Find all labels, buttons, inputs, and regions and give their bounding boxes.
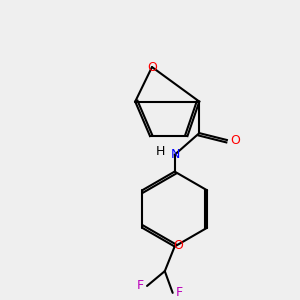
- Text: H: H: [155, 145, 165, 158]
- Text: O: O: [174, 239, 184, 252]
- Text: F: F: [176, 286, 183, 299]
- Text: O: O: [230, 134, 240, 146]
- Text: N: N: [171, 148, 180, 161]
- Text: O: O: [147, 61, 157, 74]
- Text: F: F: [136, 279, 144, 292]
